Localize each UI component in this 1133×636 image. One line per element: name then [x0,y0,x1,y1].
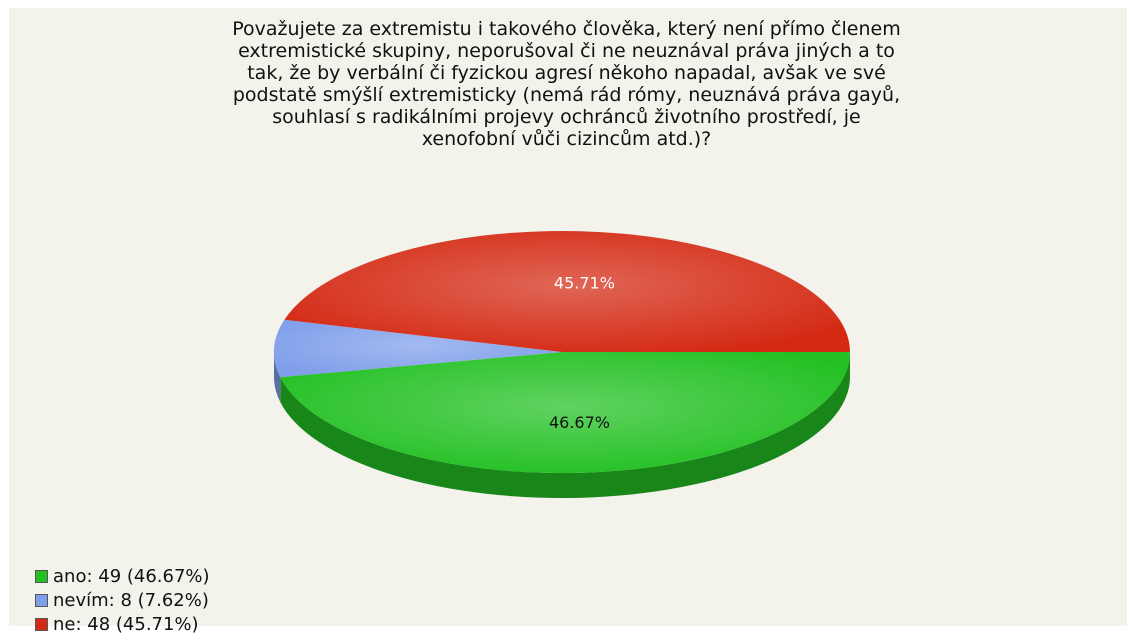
legend-label-ne: ne: 48 (45.71%) [53,613,199,635]
slice-label-ano: 46.67% [549,413,610,432]
legend-label-ano: ano: 49 (46.67%) [53,565,210,587]
legend-item-ne: ne: 48 (45.71%) [35,612,210,636]
pie-slice-nevím [273,319,562,378]
chart-title: Považujete za extremistu i takového člov… [232,18,901,150]
legend-swatch-nevím [35,593,48,607]
pie-slice-ne [284,231,851,352]
legend-label-nevím: nevím: 8 (7.62%) [53,589,209,611]
pie-slice-side-nevím [274,352,281,403]
pie-chart: 46.67% 45.71% [273,231,851,498]
legend-item-nevím: nevím: 8 (7.62%) [35,588,210,612]
legend: ano: 49 (46.67%) nevím: 8 (7.62%) ne: 48 (… [35,564,210,636]
chart-background: 46.67% 45.71% ano: 49 (46.67%) nevím: 8 (7… [9,8,1127,635]
slice-label-ne: 45.71% [554,273,615,292]
legend-item-ano: ano: 49 (46.67%) [35,564,210,588]
pie-slice-ano [280,352,851,473]
pie-slice-side-ano [280,352,851,498]
legend-swatch-ano [35,569,48,583]
